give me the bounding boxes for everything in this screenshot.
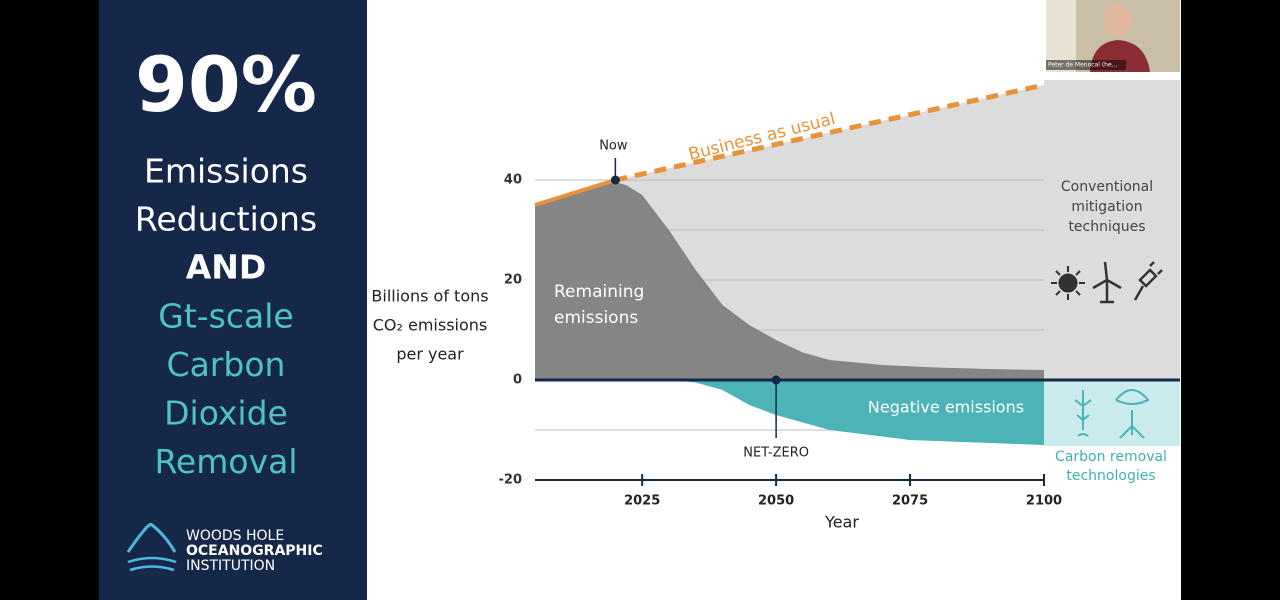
annotation: Conventional bbox=[1061, 179, 1153, 195]
sun-rays bbox=[1051, 266, 1085, 300]
name-bg bbox=[1046, 60, 1126, 70]
plug-icon bbox=[1133, 261, 1163, 301]
bau-line-solid bbox=[534, 178, 616, 207]
series-label: Remaining emissions bbox=[554, 282, 644, 328]
annotation: mitigation bbox=[1071, 199, 1142, 215]
mitigation-region bbox=[1044, 80, 1180, 380]
x-tick-label: 2075 bbox=[892, 494, 928, 509]
bau-line-dashed bbox=[614, 82, 1045, 183]
marker-dot bbox=[771, 375, 781, 385]
y-axis-label: Billions of tons bbox=[371, 287, 488, 306]
removal-icons bbox=[1074, 389, 1150, 439]
logo-text: INSTITUTION bbox=[186, 558, 275, 574]
y-tick-label: 20 bbox=[504, 273, 522, 288]
x-axis-label: Year bbox=[824, 513, 859, 532]
marker-dot bbox=[610, 175, 620, 185]
marker-label: NET-ZERO bbox=[743, 446, 809, 461]
kelp-icon bbox=[1074, 390, 1092, 437]
logo bbox=[126, 522, 177, 572]
logo-text: OCEANOGRAPHIC bbox=[186, 543, 323, 559]
panel-line: AND bbox=[186, 248, 267, 287]
marker-label: Now bbox=[599, 139, 628, 154]
annotation: technologies bbox=[1066, 468, 1155, 484]
webcam-name: Peter de Menocal (he... bbox=[1048, 62, 1117, 69]
removal-region bbox=[1044, 380, 1180, 446]
mitigation-icons bbox=[1051, 261, 1163, 304]
sun-icon bbox=[1058, 273, 1078, 293]
chart: -20 0 20 40 2025 2050 2075 2100 Year Billions of … bbox=[371, 82, 1180, 532]
negative-area bbox=[535, 380, 1044, 445]
wind-icon bbox=[1092, 261, 1122, 304]
side-panel bbox=[99, 0, 367, 600]
panel-line: Reductions bbox=[135, 200, 317, 239]
y-tick-label: 0 bbox=[513, 373, 522, 388]
logo-waves bbox=[127, 556, 177, 572]
annotation: techniques bbox=[1068, 219, 1145, 235]
logo-mark bbox=[126, 522, 177, 553]
panel-highlight: Gt-scale bbox=[158, 297, 293, 336]
x-tick-label: 2100 bbox=[1026, 494, 1062, 509]
webcam: Peter de Menocal (he... bbox=[1046, 0, 1180, 72]
headline: 90% bbox=[135, 40, 317, 129]
annotation: Carbon removal bbox=[1055, 449, 1167, 465]
y-tick-label: -20 bbox=[499, 473, 523, 488]
face bbox=[1104, 3, 1132, 37]
y-tick-label: 40 bbox=[504, 173, 522, 188]
y-axis-label: per year bbox=[396, 345, 464, 364]
panel-line: Emissions bbox=[144, 152, 308, 191]
panel-highlight: Carbon bbox=[167, 345, 286, 384]
panel-highlight: Removal bbox=[154, 442, 297, 481]
logo-text: WOODS HOLE bbox=[186, 528, 284, 544]
panel-highlight: Dioxide bbox=[164, 394, 288, 433]
series-label: Negative emissions bbox=[868, 398, 1024, 417]
remaining-area bbox=[535, 182, 1044, 380]
x-tick-label: 2050 bbox=[758, 494, 794, 509]
x-tick-label: 2025 bbox=[624, 494, 660, 509]
y-axis-label: CO₂ emissions bbox=[373, 316, 488, 335]
mangrove-icon bbox=[1115, 389, 1150, 439]
